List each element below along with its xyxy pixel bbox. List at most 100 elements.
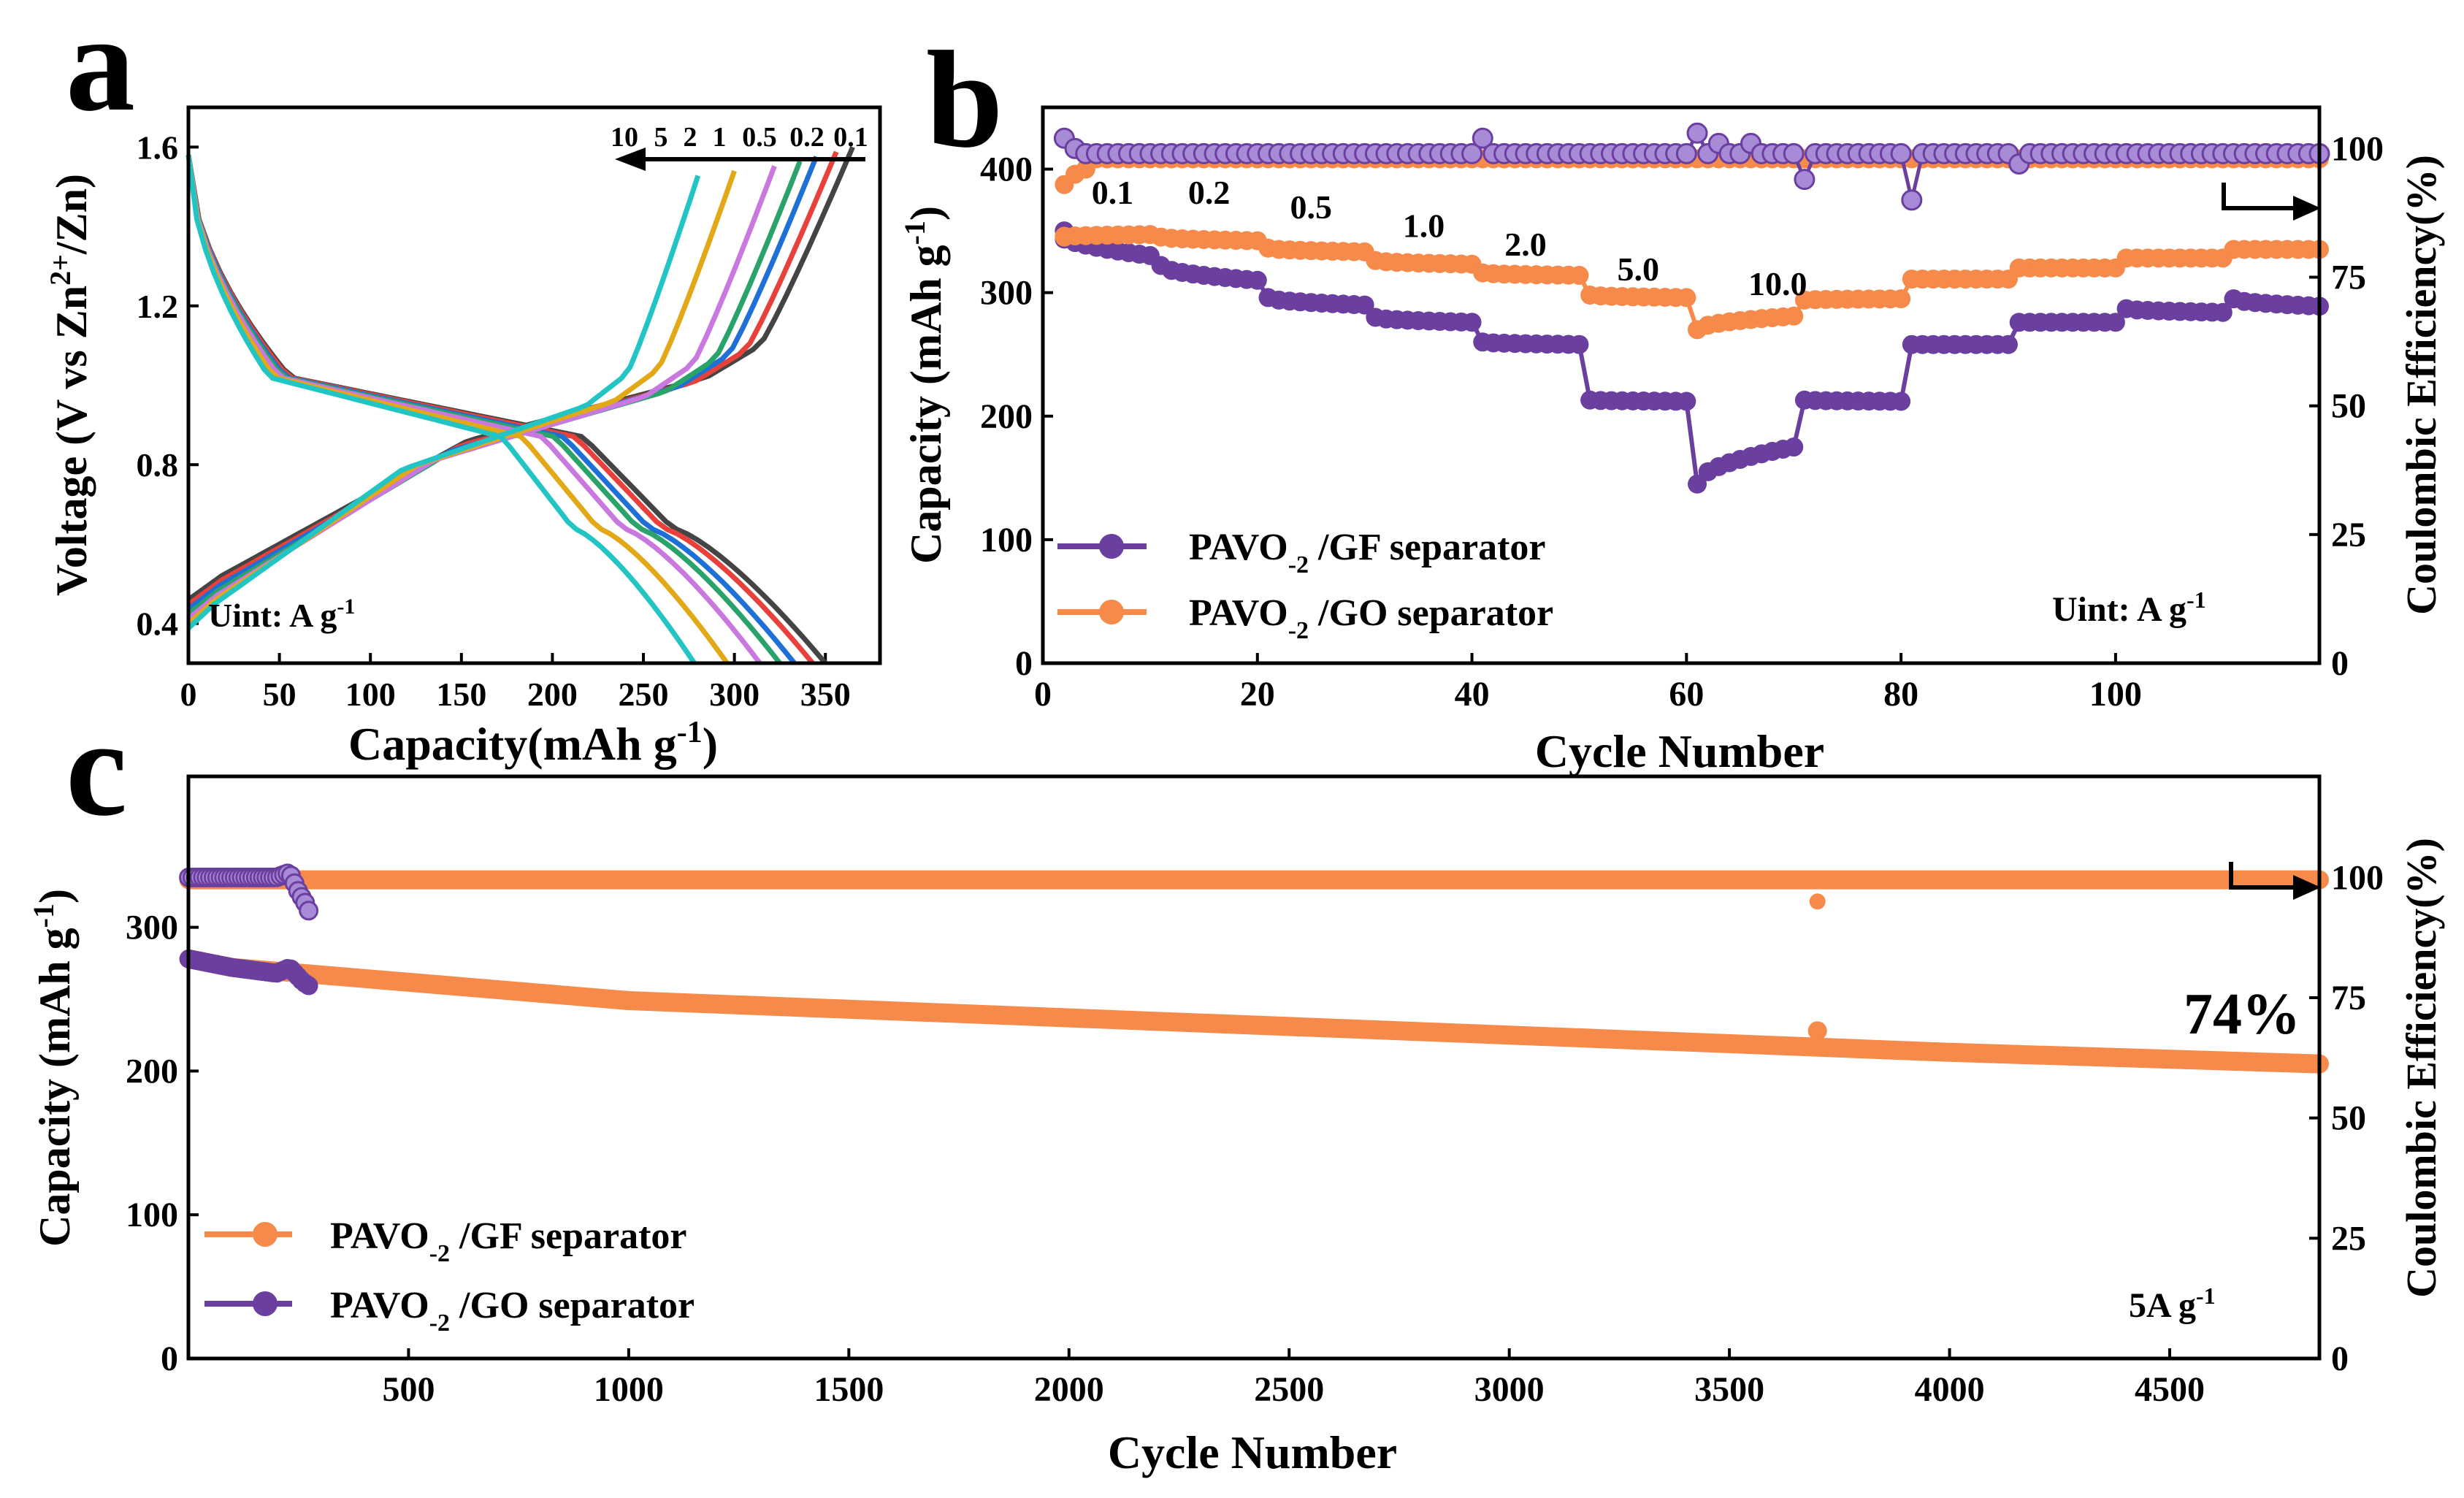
capacity-point — [1784, 306, 1804, 326]
x-tick-label: 50 — [263, 676, 296, 713]
x-tick-label: 300 — [709, 676, 760, 713]
x-tick-label: 4500 — [2135, 1370, 2205, 1409]
legend-item: PAVO-2 /GF separator — [204, 1215, 687, 1267]
efficiency-point-gf — [1461, 142, 1483, 164]
x-tick-label: 100 — [2089, 675, 2142, 714]
panel-b-right-axis-arrow — [2222, 183, 2321, 221]
x-tick-label: 350 — [800, 676, 851, 713]
capacity-point — [1784, 437, 1804, 457]
y-tick-label: 400 — [980, 150, 1033, 189]
panel-a-frame — [186, 105, 882, 665]
y-right-tick-label: 50 — [2331, 387, 2366, 426]
discharge-curve — [185, 154, 697, 665]
panel-c-data — [179, 863, 2329, 1074]
capacity-point — [1891, 289, 1911, 309]
y-tick-label: 0 — [1015, 644, 1033, 683]
panel-b-frame — [1041, 105, 2322, 665]
y-tick-label: 0 — [161, 1340, 178, 1378]
efficiency-point-gf — [1783, 142, 1805, 164]
y-right-tick-label: 75 — [2331, 259, 2366, 297]
panel-c-legend: PAVO-2 /GF separator PAVO-2 /GO separato… — [204, 1215, 695, 1337]
y-right-tick-label: 50 — [2331, 1099, 2366, 1138]
x-tick-label: 3000 — [1474, 1370, 1545, 1409]
legend-item: PAVO-2 /GO separator — [1057, 592, 1553, 644]
panel-c-frame — [186, 774, 2322, 1361]
capacity-point-go — [299, 976, 318, 996]
rate-label: 0.1 — [1092, 174, 1134, 211]
capacity-point — [1462, 313, 1482, 332]
y-right-tick-label: 100 — [2331, 129, 2384, 168]
rate-label: 0.1 — [833, 122, 868, 153]
legend-item: PAVO-2 /GO separator — [204, 1285, 695, 1337]
x-tick-label: 0 — [180, 676, 197, 713]
x-tick-label: 1500 — [814, 1370, 884, 1409]
y-tick-label: 300 — [126, 909, 178, 947]
panel-a-rate-labels: 10 5 2 1 0.5 0.2 0.1 — [611, 122, 868, 153]
legend-item: PAVO-2 /GF separator — [1057, 527, 1546, 578]
panel-a-y-axis-label: Voltage (V vs Zn2+/Zn) — [44, 174, 96, 596]
legend-label: PAVO-2 /GF separator — [1189, 527, 1546, 578]
capacity-point — [1569, 265, 1589, 285]
panel-b-data — [1053, 122, 2330, 494]
y-tick-label: 1.2 — [137, 288, 179, 325]
charge-curve — [186, 175, 701, 630]
panel-c-unit-annotation: 5A g-1 — [2129, 1283, 2216, 1325]
capacity-point — [2105, 313, 2125, 332]
capacity-point — [2213, 302, 2232, 322]
efficiency-point-gf — [1901, 189, 1923, 211]
panel-c-x-axis-label: Cycle Number — [1108, 1426, 1397, 1478]
efficiency-point-gf — [1472, 127, 1493, 149]
x-tick-label: 100 — [345, 676, 396, 713]
x-tick-label: 60 — [1669, 675, 1704, 714]
x-tick-label: 4000 — [1915, 1370, 1985, 1409]
capacity-point — [1569, 335, 1589, 354]
panel-a-label: a — [66, 0, 135, 140]
rate-label: 2 — [684, 122, 697, 153]
efficiency-point-gf — [1794, 169, 1816, 191]
rate-label: 2.0 — [1504, 226, 1547, 263]
rate-label: 0.2 — [1188, 174, 1231, 211]
rate-arrow — [615, 148, 865, 171]
rate-label: 0.5 — [1290, 188, 1332, 226]
discharge-curve — [185, 154, 782, 665]
retention-label: 74% — [2184, 982, 2300, 1047]
panel-c-y-axis-label: Capacity (mAh g-1) — [27, 889, 79, 1247]
y-tick-label: 100 — [980, 521, 1033, 559]
x-tick-label: 1000 — [594, 1370, 664, 1409]
y-tick-label: 100 — [126, 1196, 178, 1234]
capacity-outlier — [1807, 1021, 1827, 1041]
capacity-point — [1677, 288, 1696, 307]
rate-label: 10.0 — [1748, 265, 1807, 302]
capacity-line — [1062, 231, 2320, 489]
capacity-point — [1355, 295, 1374, 315]
capacity-point — [1677, 391, 1696, 411]
y-right-tick-label: 100 — [2331, 858, 2384, 897]
panel-b-y-axis-label: Capacity (mAh g-1) — [898, 206, 950, 564]
panel-c-right-axis-label: Coulombic Efficiency(%) — [2398, 838, 2445, 1298]
panel-b-label: b — [926, 23, 1003, 177]
panel-b-x-axis-label: Cycle Number — [1535, 725, 1824, 777]
y-tick-label: 1.6 — [137, 129, 179, 166]
capacity-point — [1247, 270, 1267, 290]
x-tick-label: 250 — [619, 676, 669, 713]
panel-a-unit-annotation: Uint: A g-1 — [208, 595, 355, 634]
y-right-tick-label: 0 — [2331, 1340, 2349, 1378]
panel-a-x-axis-label: Capacity(mAh g-1) — [348, 716, 718, 770]
rate-label: 1 — [713, 122, 727, 153]
legend-label: PAVO-2 /GF separator — [330, 1215, 687, 1267]
capacity-point — [1891, 391, 1911, 411]
y-right-tick-label: 0 — [2331, 644, 2349, 683]
x-tick-label: 2500 — [1254, 1370, 1324, 1409]
x-tick-label: 40 — [1455, 675, 1490, 714]
discharge-curve — [185, 154, 797, 665]
y-tick-label: 0.8 — [137, 446, 179, 484]
rate-label: 1.0 — [1403, 207, 1445, 245]
panel-b-rate-labels: 0.1 0.2 0.5 1.0 2.0 5.0 10.0 — [1092, 174, 1807, 302]
panel-b-legend: PAVO-2 /GF separator PAVO-2 /GO separato… — [1057, 527, 1553, 644]
rate-label: 5.0 — [1617, 251, 1659, 288]
efficiency-point-gf — [1675, 142, 1697, 164]
capacity-point — [1688, 474, 1707, 494]
panel-c-right-axis-arrow — [2229, 862, 2321, 900]
rate-label: 0.2 — [789, 122, 824, 153]
